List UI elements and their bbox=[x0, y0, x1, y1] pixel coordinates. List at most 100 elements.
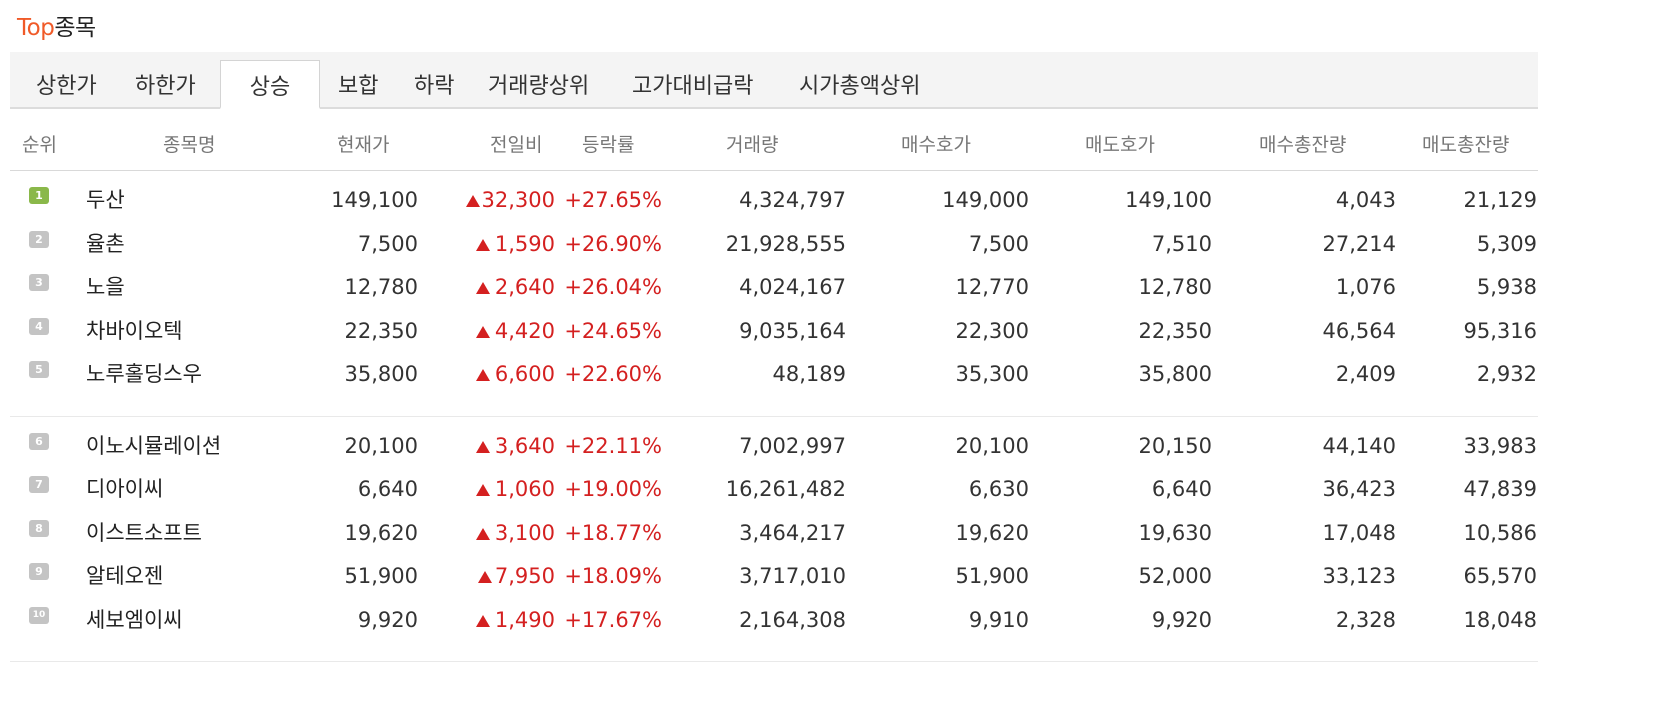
stock-name-link[interactable]: 노을 bbox=[86, 275, 125, 299]
up-arrow-icon bbox=[476, 441, 490, 453]
stock-name-link[interactable]: 세보엠이씨 bbox=[86, 608, 183, 632]
rank-badge: 3 bbox=[29, 274, 49, 291]
cell-bid-total: 27,214 bbox=[1322, 232, 1396, 256]
rank-badge: 1 bbox=[29, 187, 49, 204]
up-arrow-icon bbox=[476, 282, 490, 294]
cell-change: 7,950 bbox=[494, 564, 555, 588]
cell-change: 6,600 bbox=[494, 362, 555, 386]
cell-bid: 12,770 bbox=[955, 275, 1029, 299]
stock-name-link[interactable]: 디아이씨 bbox=[86, 477, 164, 501]
group-divider bbox=[10, 416, 1538, 417]
col-change: 전일비 bbox=[490, 134, 543, 156]
cell-ask-total: 5,938 bbox=[1476, 275, 1537, 299]
rank-badge: 9 bbox=[29, 563, 49, 580]
up-arrow-icon bbox=[476, 369, 490, 381]
cell-bid: 19,620 bbox=[955, 521, 1029, 545]
tab-upper-limit[interactable]: 상한가 bbox=[36, 74, 97, 99]
up-arrow-icon bbox=[466, 195, 480, 207]
col-name: 종목명 bbox=[163, 134, 216, 156]
table-row[interactable]: 2 율촌 7,500 1,590 +26.90% 21,928,555 7,500 7,510… bbox=[0, 224, 1662, 264]
col-bid: 매수호가 bbox=[901, 134, 971, 156]
cell-bid: 7,500 bbox=[968, 232, 1029, 256]
cell-rate: +27.65% bbox=[564, 188, 662, 212]
stock-name-link[interactable]: 이스트소프트 bbox=[86, 521, 202, 545]
tab-bar: 상한가 하한가 상승 보합 하락 거래량상위 고가대비급락 시가총액상위 bbox=[10, 52, 1538, 109]
tab-market-cap-top[interactable]: 시가총액상위 bbox=[799, 74, 921, 99]
cell-rate: +22.11% bbox=[564, 434, 662, 458]
cell-price: 149,100 bbox=[331, 188, 418, 212]
cell-ask-total: 21,129 bbox=[1463, 188, 1537, 212]
cell-ask: 20,150 bbox=[1138, 434, 1212, 458]
cell-bid: 20,100 bbox=[955, 434, 1029, 458]
cell-bid: 149,000 bbox=[942, 188, 1029, 212]
table-row[interactable]: 5 노루홀딩스우 35,800 6,600 +22.60% 48,189 35,300 35,… bbox=[0, 354, 1662, 394]
cell-price: 51,900 bbox=[344, 564, 418, 588]
cell-change: 3,640 bbox=[494, 434, 555, 458]
col-volume: 거래량 bbox=[726, 134, 779, 156]
table-row[interactable]: 1 두산 149,100 32,300 +27.65% 4,324,797 149,000 1… bbox=[0, 180, 1662, 220]
rank-badge: 2 bbox=[29, 231, 49, 248]
cell-bid-total: 1,076 bbox=[1335, 275, 1396, 299]
up-arrow-icon bbox=[476, 528, 490, 540]
cell-rate: +24.65% bbox=[564, 319, 662, 343]
cell-ask: 9,920 bbox=[1151, 608, 1212, 632]
cell-bid: 51,900 bbox=[955, 564, 1029, 588]
stock-name-link[interactable]: 알테오젠 bbox=[86, 564, 164, 588]
section-title: Top종목 bbox=[17, 14, 96, 42]
cell-volume: 3,717,010 bbox=[739, 564, 846, 588]
col-ask-total: 매도총잔량 bbox=[1422, 134, 1510, 156]
tab-drop-from-high[interactable]: 고가대비급락 bbox=[632, 74, 754, 99]
cell-ask-total: 33,983 bbox=[1463, 434, 1537, 458]
cell-ask: 12,780 bbox=[1138, 275, 1212, 299]
table-row[interactable]: 9 알테오젠 51,900 7,950 +18.09% 3,717,010 51,900 52… bbox=[0, 556, 1662, 596]
stock-name-link[interactable]: 노루홀딩스우 bbox=[86, 362, 202, 386]
tab-volume-top[interactable]: 거래량상위 bbox=[488, 74, 590, 99]
cell-rate: +18.77% bbox=[564, 521, 662, 545]
rank-badge: 7 bbox=[29, 476, 49, 493]
table-row[interactable]: 6 이노시뮬레이션 20,100 3,640 +22.11% 7,002,997 20,10… bbox=[0, 426, 1662, 466]
cell-ask-total: 2,932 bbox=[1476, 362, 1537, 386]
tab-lower-limit[interactable]: 하한가 bbox=[135, 74, 196, 99]
cell-ask: 35,800 bbox=[1138, 362, 1212, 386]
cell-volume: 21,928,555 bbox=[725, 232, 846, 256]
cell-rate: +19.00% bbox=[564, 477, 662, 501]
cell-rate: +26.90% bbox=[564, 232, 662, 256]
table-row[interactable]: 4 차바이오텍 22,350 4,420 +24.65% 9,035,164 22,300 2… bbox=[0, 311, 1662, 351]
rank-badge: 8 bbox=[29, 520, 49, 537]
stock-name-link[interactable]: 두산 bbox=[86, 188, 125, 212]
rank-badge: 4 bbox=[29, 318, 49, 335]
col-rank: 순위 bbox=[22, 134, 57, 156]
cell-volume: 7,002,997 bbox=[739, 434, 846, 458]
cell-volume: 48,189 bbox=[772, 362, 846, 386]
cell-rate: +17.67% bbox=[564, 608, 662, 632]
tab-flat[interactable]: 보합 bbox=[338, 74, 379, 99]
cell-price: 20,100 bbox=[344, 434, 418, 458]
cell-price: 9,920 bbox=[357, 608, 418, 632]
cell-rate: +26.04% bbox=[564, 275, 662, 299]
col-price: 현재가 bbox=[337, 134, 390, 156]
cell-bid-total: 33,123 bbox=[1322, 564, 1396, 588]
stock-name-link[interactable]: 이노시뮬레이션 bbox=[86, 434, 222, 458]
cell-bid: 35,300 bbox=[955, 362, 1029, 386]
tab-rise[interactable]: 상승 bbox=[220, 60, 320, 109]
table-row[interactable]: 7 디아이씨 6,640 1,060 +19.00% 16,261,482 6,630 6,6… bbox=[0, 469, 1662, 509]
cell-volume: 3,464,217 bbox=[739, 521, 846, 545]
tab-fall[interactable]: 하락 bbox=[414, 74, 455, 99]
cell-rate: +18.09% bbox=[564, 564, 662, 588]
cell-ask-total: 47,839 bbox=[1463, 477, 1537, 501]
cell-change: 1,490 bbox=[494, 608, 555, 632]
cell-volume: 4,324,797 bbox=[739, 188, 846, 212]
cell-ask-total: 65,570 bbox=[1463, 564, 1537, 588]
stock-name-link[interactable]: 차바이오텍 bbox=[86, 319, 183, 343]
cell-volume: 2,164,308 bbox=[739, 608, 846, 632]
table-row[interactable]: 8 이스트소프트 19,620 3,100 +18.77% 3,464,217 19,620… bbox=[0, 513, 1662, 553]
stock-name-link[interactable]: 율촌 bbox=[86, 232, 125, 256]
col-rate: 등락률 bbox=[582, 134, 635, 156]
table-row[interactable]: 3 노을 12,780 2,640 +26.04% 4,024,167 12,770 12,7… bbox=[0, 267, 1662, 307]
cell-ask-total: 10,586 bbox=[1463, 521, 1537, 545]
cell-ask: 149,100 bbox=[1125, 188, 1212, 212]
cell-price: 12,780 bbox=[344, 275, 418, 299]
table-row[interactable]: 10 세보엠이씨 9,920 1,490 +17.67% 2,164,308 9,910 9,… bbox=[0, 600, 1662, 640]
cell-price: 19,620 bbox=[344, 521, 418, 545]
cell-change: 2,640 bbox=[494, 275, 555, 299]
